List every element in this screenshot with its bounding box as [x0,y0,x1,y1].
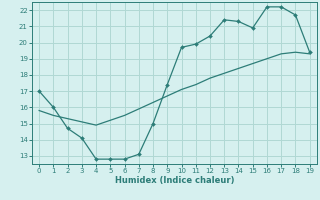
X-axis label: Humidex (Indice chaleur): Humidex (Indice chaleur) [115,176,234,185]
